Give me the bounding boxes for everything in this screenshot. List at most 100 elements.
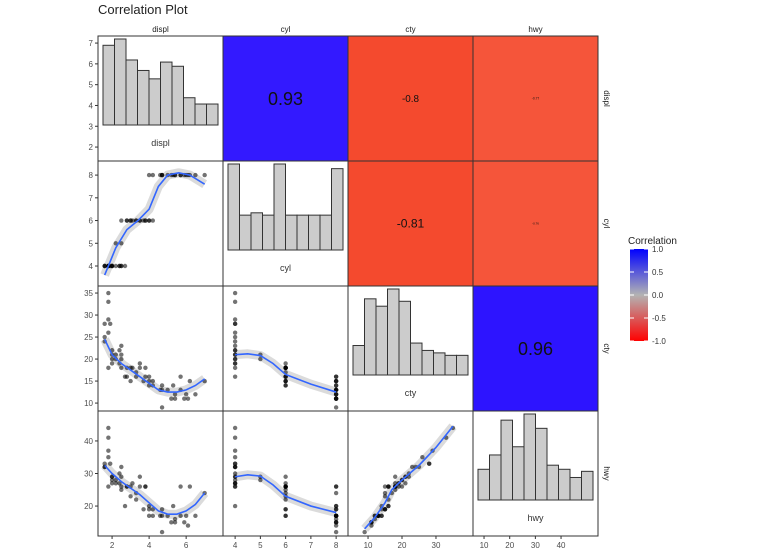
data-point [379,513,384,519]
data-point [146,507,152,512]
data-point [283,497,288,502]
histogram-bar [160,61,173,126]
row-strip-label: displ [602,90,611,107]
x-tick-label: 6 [283,541,288,550]
data-point [333,405,339,410]
histogram-bar [512,446,525,501]
data-point [119,487,124,492]
data-point [106,365,111,371]
data-point [106,484,111,489]
data-point [130,481,135,486]
data-point [143,484,148,489]
correlation-value: -0.81 [397,217,425,231]
data-point [109,361,115,366]
y-tick-label: 3 [89,122,94,131]
data-point [283,378,288,384]
x-tick-label: 4 [147,541,152,550]
data-point [386,484,391,489]
data-point [333,529,339,535]
data-point [283,484,288,489]
histogram-bar [319,214,332,251]
data-point [187,484,193,489]
histogram-bar [569,476,582,501]
y-tick-label: 5 [89,239,94,248]
legend-tick-label: -0.5 [652,314,666,323]
data-point [143,374,148,379]
data-point [232,471,238,476]
data-point [333,392,339,397]
correlation-tile [472,285,599,412]
data-point [283,507,288,512]
data-point [333,507,339,512]
data-point [124,218,130,223]
smooth-line [235,352,337,393]
data-point [108,321,113,327]
histogram-bar [308,214,321,251]
data-point [258,356,263,362]
histogram-bar [546,464,559,501]
data-point [106,299,111,305]
data-point [106,317,111,322]
panel-background [222,285,349,412]
histogram-bar [456,354,469,376]
data-point [232,503,238,509]
histogram-bar [535,427,548,501]
row-strip-label: hwy [602,466,611,480]
y-tick-label: 6 [89,60,94,69]
histogram-bar [410,342,423,376]
diagonal-label: cyl [280,263,291,273]
data-point [113,263,118,269]
data-point [109,474,115,479]
data-point [283,365,288,371]
data-point [232,374,238,379]
data-point [170,503,176,509]
data-point [283,487,288,492]
data-point [122,263,128,269]
data-point [178,513,183,519]
data-point [106,425,111,431]
histogram-bar [444,354,457,376]
x-tick-label: 7 [309,541,314,550]
data-point [333,378,339,384]
data-point [117,481,122,486]
data-point [141,507,146,512]
x-tick-label: 2 [110,541,115,550]
data-point [122,503,128,509]
data-point [117,348,122,353]
data-point [146,513,152,519]
histogram-bar [227,163,240,251]
data-point [128,378,133,384]
histogram-bar [114,38,127,126]
data-point [183,513,189,519]
x-tick-label: 20 [505,541,514,550]
data-point [232,455,238,460]
data-point [399,484,405,489]
data-point [109,356,115,362]
data-point [362,529,367,535]
correlation-tile [472,160,599,287]
x-tick-label: 40 [557,541,566,550]
data-point [108,461,113,466]
histogram-bar [206,103,219,126]
x-tick-label: 6 [184,541,189,550]
column-strip-label: cyl [281,25,291,34]
data-point [283,481,288,486]
correlation-value: 0.93 [268,89,303,109]
data-point [113,477,118,483]
x-tick-label: 8 [334,541,339,550]
data-point [232,290,238,296]
data-point [258,477,263,483]
data-point [185,523,191,528]
histogram-bar [239,214,252,251]
data-point [333,516,339,522]
data-point [119,464,124,470]
data-point [333,490,339,496]
y-tick-label: 4 [89,262,94,271]
y-tick-label: 5 [89,81,94,90]
y-tick-label: 25 [84,333,93,342]
data-point [109,263,115,269]
correlation-value: -0.76 [532,222,539,226]
data-point [232,356,238,362]
column-strip-label: displ [152,25,169,34]
data-point [137,474,143,479]
